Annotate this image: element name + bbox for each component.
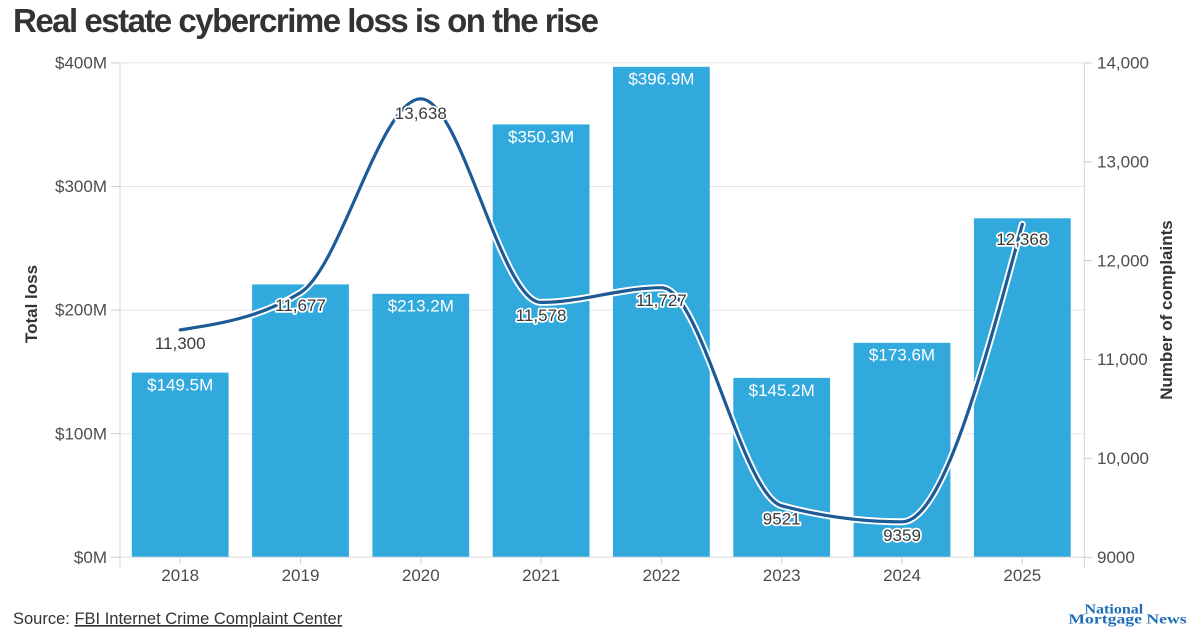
svg-text:Real estate cybercrime loss is: Real estate cybercrime loss is on the ri…: [13, 2, 599, 39]
svg-text:Total loss: Total loss: [22, 265, 41, 343]
svg-text:National: National: [1085, 602, 1144, 617]
svg-text:12,000: 12,000: [1097, 251, 1149, 270]
svg-text:2023: 2023: [763, 566, 801, 585]
svg-text:2024: 2024: [883, 566, 921, 585]
svg-text:2019: 2019: [282, 566, 320, 585]
svg-text:2022: 2022: [642, 566, 680, 585]
svg-text:$300M: $300M: [55, 177, 107, 196]
svg-text:$200M: $200M: [55, 301, 107, 320]
svg-text:11,578: 11,578: [516, 306, 567, 325]
svg-text:Number of complaints: Number of complaints: [1157, 220, 1176, 399]
svg-text:2021: 2021: [522, 566, 560, 585]
svg-text:2020: 2020: [402, 566, 440, 585]
svg-text:11,300: 11,300: [155, 334, 206, 353]
svg-text:11,727: 11,727: [636, 291, 687, 310]
svg-text:11,677: 11,677: [275, 296, 326, 315]
svg-text:Source: FBI Internet Crime Com: Source: FBI Internet Crime Complaint Cen…: [13, 610, 343, 628]
svg-text:13,638: 13,638: [395, 104, 447, 123]
svg-text:$0M: $0M: [74, 548, 107, 567]
svg-text:$145.2M: $145.2M: [749, 381, 815, 400]
svg-text:2025: 2025: [1003, 566, 1041, 585]
svg-text:14,000: 14,000: [1097, 54, 1149, 73]
svg-text:12,368: 12,368: [996, 230, 1048, 249]
svg-text:Mortgage News: Mortgage News: [1068, 612, 1187, 627]
svg-text:$149.5M: $149.5M: [147, 376, 213, 395]
svg-text:9359: 9359: [883, 526, 921, 545]
svg-text:$400M: $400M: [55, 54, 107, 73]
svg-text:$213.2M: $213.2M: [388, 297, 454, 316]
svg-text:$100M: $100M: [55, 424, 107, 443]
svg-text:9000: 9000: [1097, 548, 1135, 567]
svg-text:10,000: 10,000: [1097, 449, 1149, 468]
svg-text:2018: 2018: [161, 566, 199, 585]
svg-text:$173.6M: $173.6M: [869, 346, 935, 365]
svg-text:13,000: 13,000: [1097, 153, 1149, 172]
svg-text:11,000: 11,000: [1097, 350, 1148, 369]
svg-text:$396.9M: $396.9M: [628, 70, 694, 89]
svg-text:9521: 9521: [763, 509, 801, 528]
svg-text:$350.3M: $350.3M: [508, 127, 574, 146]
